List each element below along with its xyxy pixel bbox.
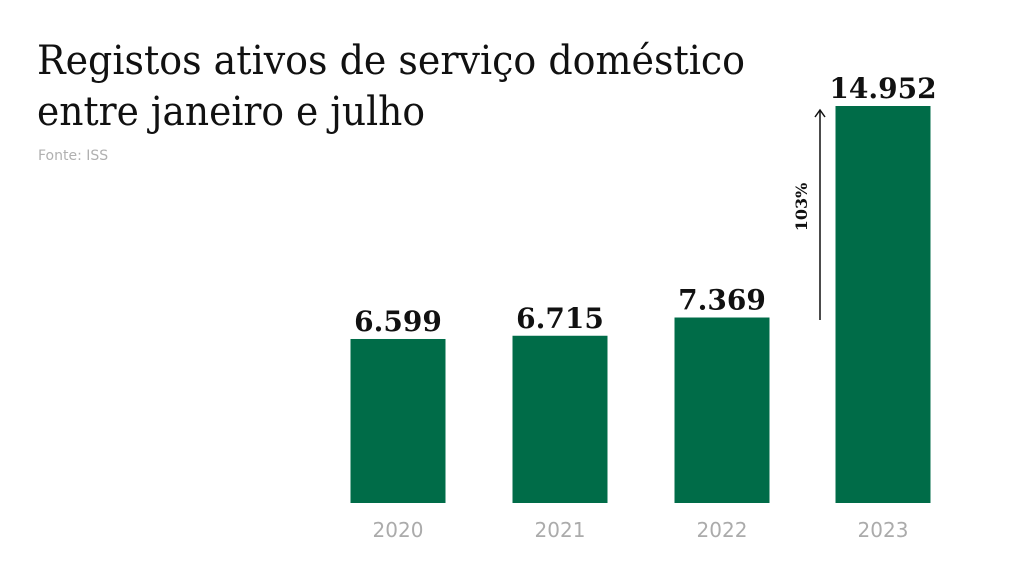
growth-arrow-head bbox=[814, 108, 826, 118]
chart-title-line-1: Registos ativos de serviço doméstico bbox=[37, 38, 745, 84]
chart-title-line-2: entre janeiro e julho bbox=[37, 89, 425, 135]
bar-2021 bbox=[512, 335, 608, 503]
bar-2022 bbox=[674, 317, 770, 503]
value-label: 6.715 bbox=[516, 302, 604, 335]
growth-arrow: 103% bbox=[792, 108, 826, 320]
bar-2023 bbox=[835, 106, 931, 503]
chart-source: Fonte: ISS bbox=[38, 148, 108, 164]
x-tick-label: 2023 bbox=[858, 518, 909, 542]
bar-2020 bbox=[350, 338, 446, 503]
x-tick-label: 2022 bbox=[697, 518, 748, 542]
x-tick-label: 2021 bbox=[535, 518, 586, 542]
value-label: 6.599 bbox=[354, 305, 442, 338]
value-label: 14.952 bbox=[829, 72, 936, 105]
value-label: 7.369 bbox=[678, 284, 766, 317]
x-tick-label: 2020 bbox=[373, 518, 424, 542]
growth-annotation: 103% bbox=[792, 183, 811, 232]
